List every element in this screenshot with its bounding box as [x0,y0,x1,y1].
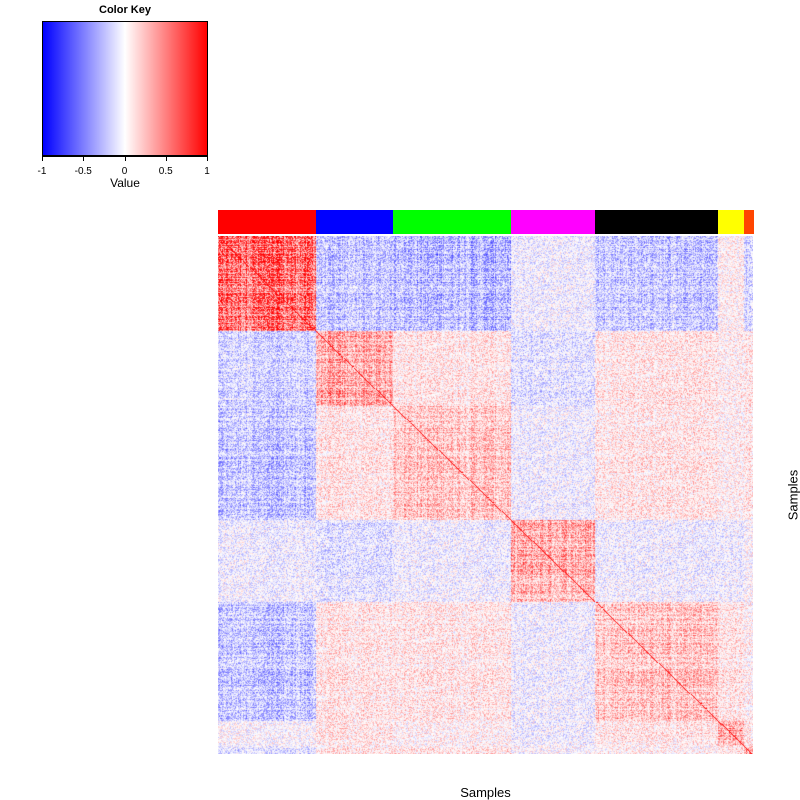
sidebar-segment-blue [316,210,394,234]
color-key-tick-label: 0 [121,166,128,177]
color-key-tick [124,156,126,161]
y-axis-label: Samples [785,469,800,521]
color-key-tick [207,156,208,161]
color-key-tick-label: -0.5 [74,166,92,177]
color-key-title: Color Key [99,4,151,16]
sidebar-segment-magenta [511,210,596,234]
color-key-tick [42,156,43,161]
sidebar-segment-yellow [718,210,745,234]
correlation-heatmap [218,236,753,754]
color-key-xlabel: Value [110,176,140,190]
color-key-tick-label: 1 [204,166,210,177]
color-key-gradient [42,21,208,156]
x-axis-label: Samples [460,785,511,800]
sidebar-segment-orange [744,210,754,234]
sidebar-segment-red [218,210,317,234]
group-color-sidebar [218,210,754,234]
color-key-tick-label: -1 [37,166,47,177]
color-key-tick [83,156,85,161]
sidebar-segment-black [595,210,719,234]
color-key-tick-label: 0.5 [158,166,173,177]
color-key-tick [165,156,167,161]
sidebar-segment-green [393,210,512,234]
